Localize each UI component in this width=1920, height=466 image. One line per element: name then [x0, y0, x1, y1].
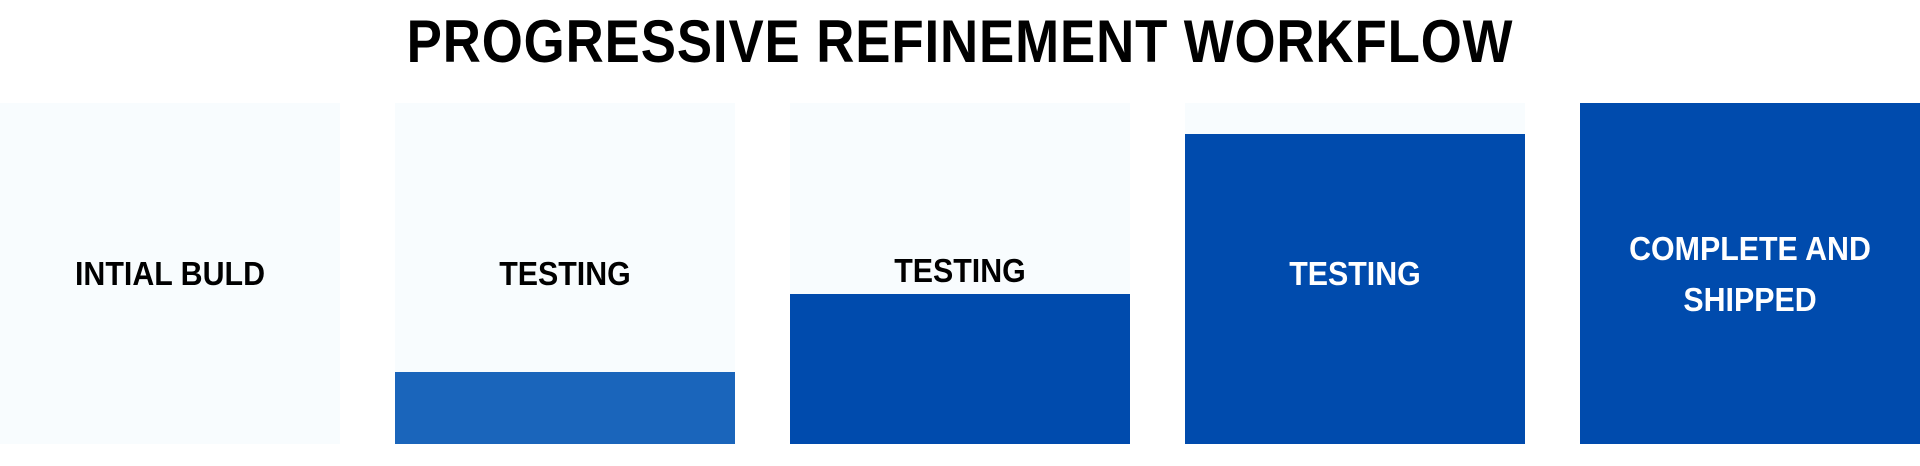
stage-progress-fill [1580, 103, 1920, 444]
stage-testing-1: TESTING [395, 103, 735, 444]
stage-progress-fill [395, 372, 735, 444]
stage-complete-and-shipped: COMPLETE AND SHIPPED [1580, 103, 1920, 444]
diagram-title: PROGRESSIVE REFINEMENT WORKFLOW [406, 8, 1514, 75]
stage-progress-fill [790, 293, 1130, 444]
stage-label: TESTING [499, 255, 631, 292]
stage-label: INTIAL BULD [74, 255, 266, 292]
stage-label: TESTING [1289, 255, 1421, 292]
stage-testing-3: TESTING [1185, 103, 1525, 444]
stage-testing-2: TESTING [790, 103, 1130, 444]
stage-background [0, 103, 340, 444]
stage-label-line-1: COMPLETE AND [1629, 230, 1871, 267]
stage-progress-fill [1185, 133, 1525, 444]
stage-initial-build: INTIAL BULD [0, 103, 340, 444]
stage-label: TESTING [894, 252, 1026, 289]
stage-label-line-2: SHIPPED [1683, 281, 1817, 318]
